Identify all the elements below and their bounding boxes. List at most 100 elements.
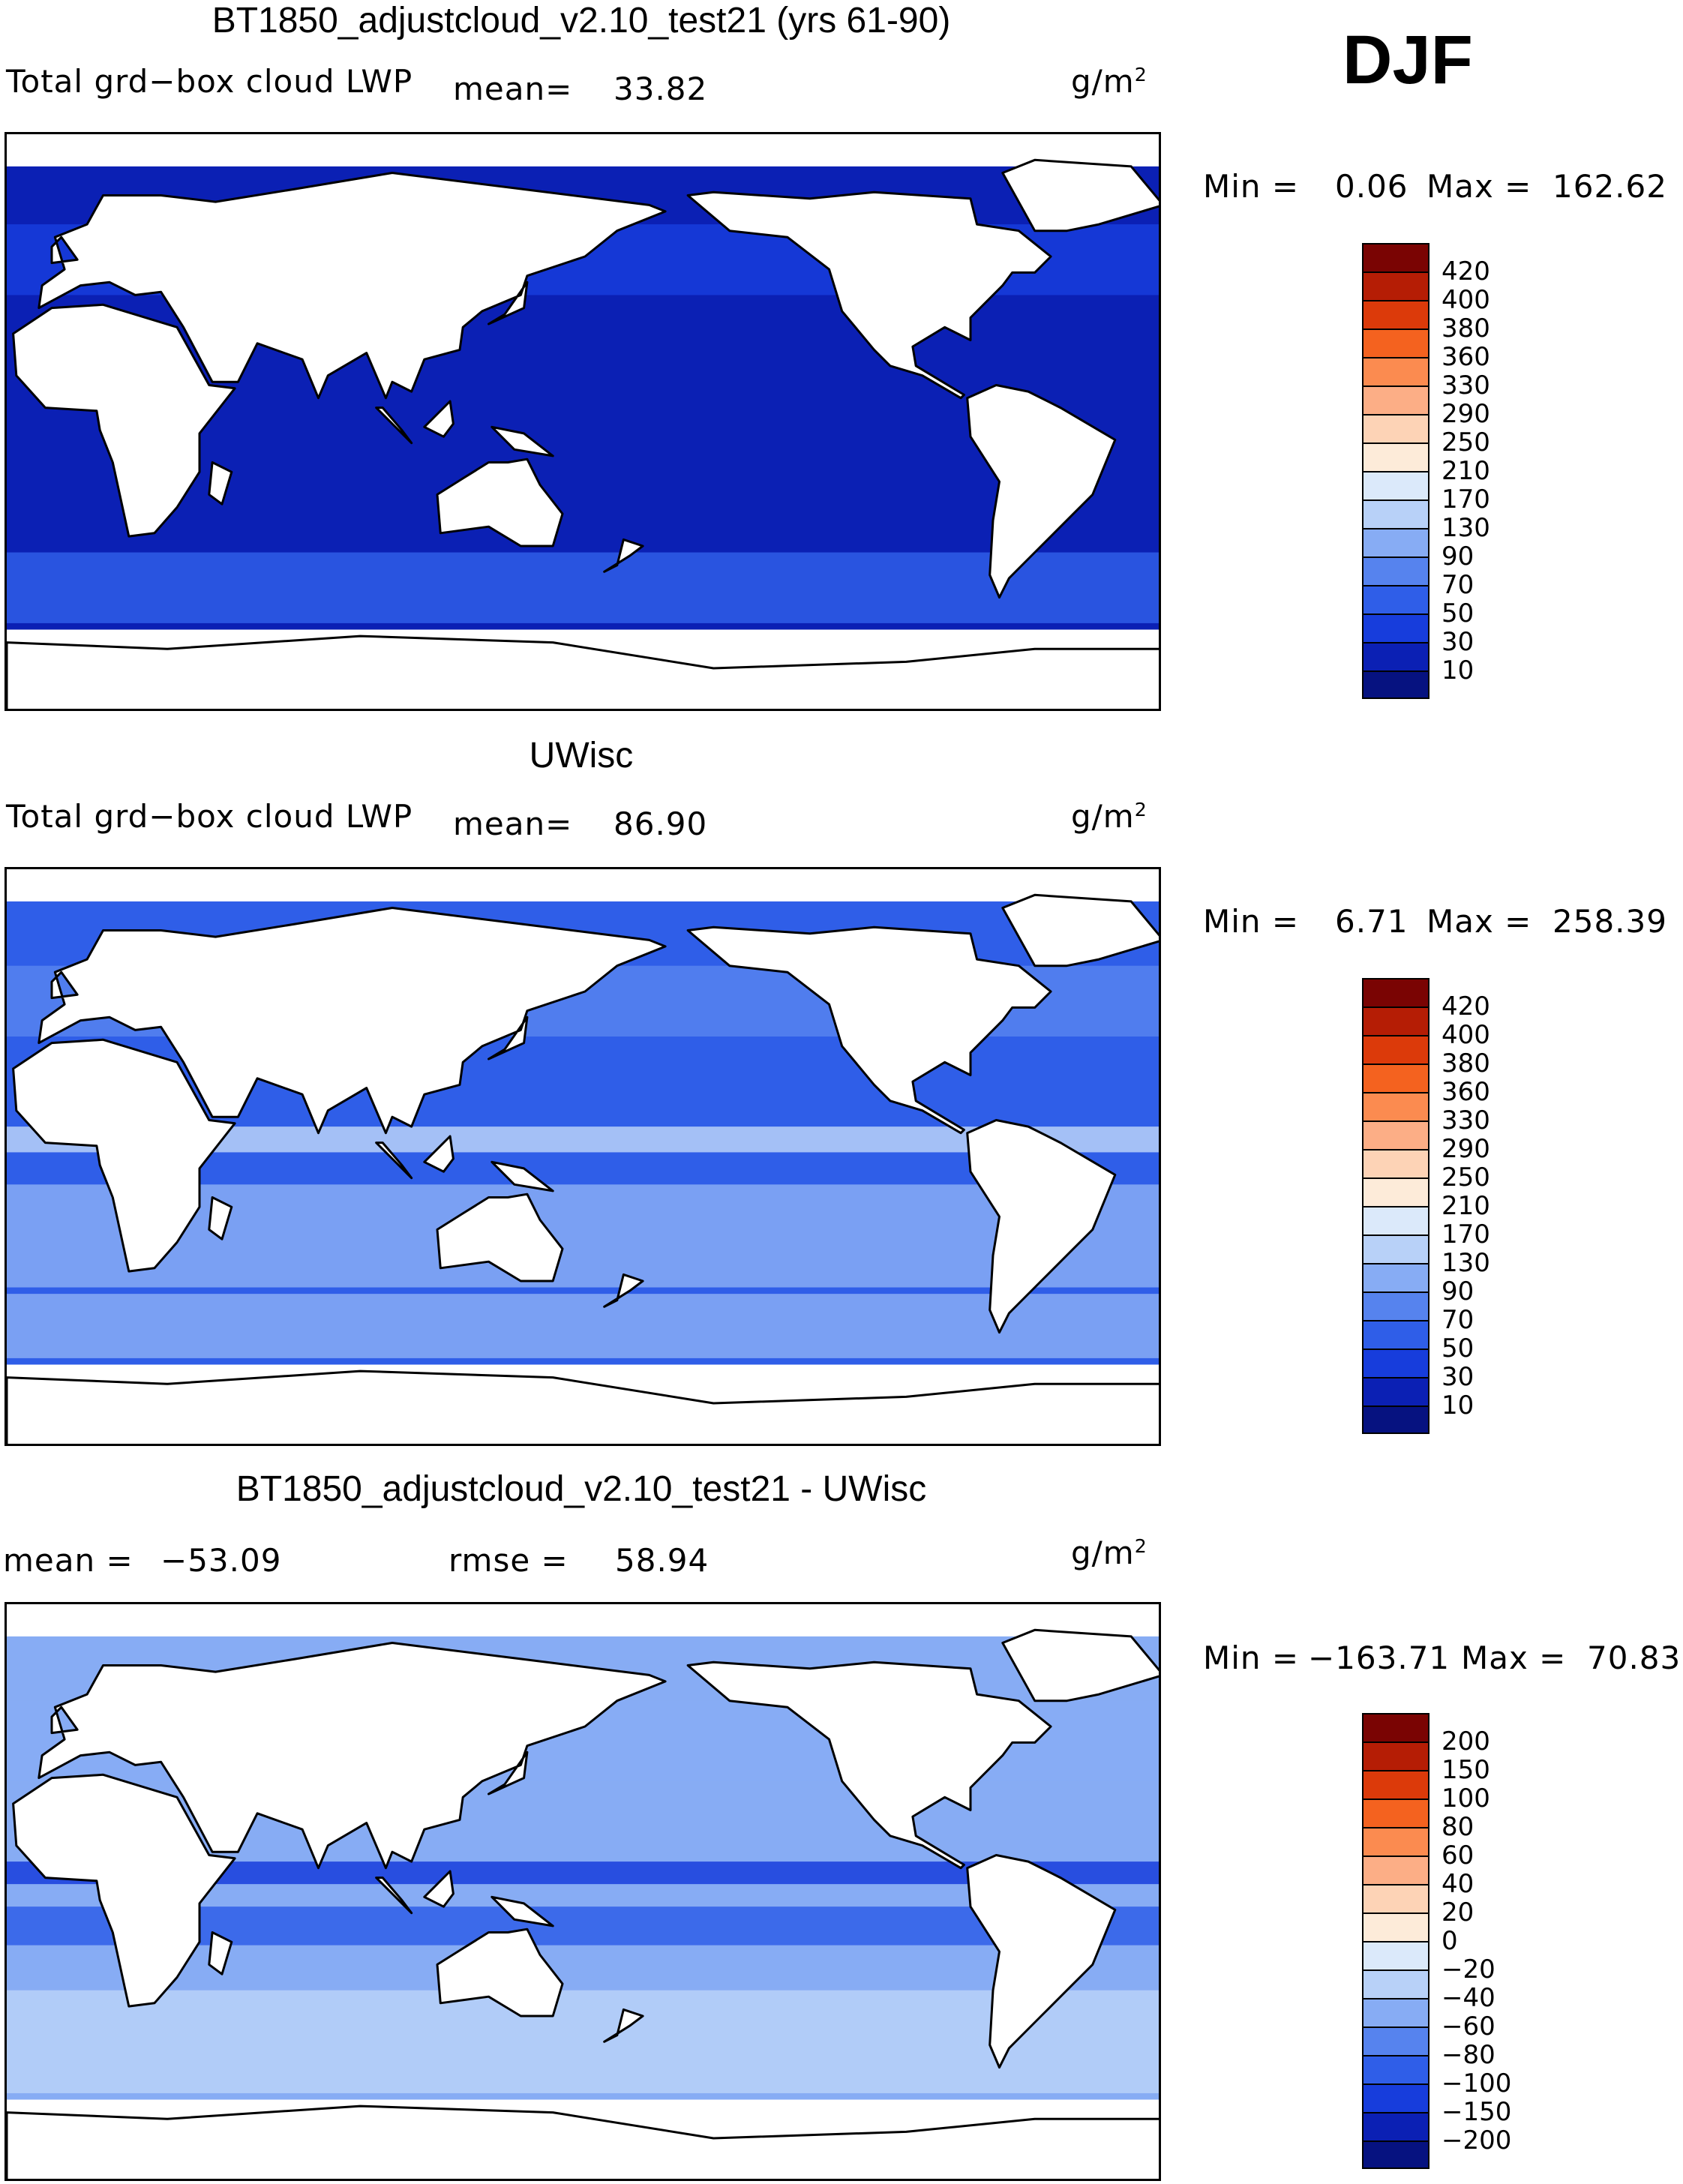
colorbar-swatch [1362,1149,1430,1178]
colorbar-swatch [1362,1092,1430,1120]
colorbar-label: 210 [1442,456,1490,486]
colorbar-label: 330 [1442,370,1490,400]
panel-1-mean-label: mean= [453,70,573,107]
panel-3-min-value: −163.71 [1308,1640,1450,1676]
colorbar-label: −100 [1442,2068,1512,2098]
land-outline [7,893,1159,1444]
colorbar-swatch [1362,1713,1430,1742]
colorbar-label: 30 [1442,1362,1474,1392]
colorbar-label: 0 [1442,1926,1458,1956]
colorbar-label: 100 [1442,1784,1490,1814]
colorbar-label: 90 [1442,542,1474,572]
season-label: DJF [1342,22,1473,98]
colorbar-label: 10 [1442,656,1474,686]
colorbar-swatch [1362,2026,1430,2055]
colorbar-swatch [1362,272,1430,300]
colorbar-label: 200 [1442,1726,1490,1756]
colorbar-swatch [1362,500,1430,528]
colorbar-swatch [1362,1827,1430,1856]
storm-track-band-south [7,1294,1159,1358]
colorbar-label: 70 [1442,1305,1474,1335]
panel-1-mean-value: 33.82 [614,70,708,107]
panel-1-units-base: g/m [1071,63,1135,100]
colorbar-label: 400 [1442,1020,1490,1050]
colorbar-swatch [1362,642,1430,670]
panel-2-variable-label: Total grd−box cloud LWP [6,798,413,835]
colorbar-swatch [1362,1064,1430,1092]
colorbar-label: 30 [1442,627,1474,657]
colorbar-swatch [1362,1998,1430,2026]
panel-1-max-value: 162.62 [1552,168,1667,205]
panel-1-title: BT1850_adjustcloud_v2.10_test21 (yrs 61-… [212,1,951,40]
panel-3-map [4,1602,1161,2181]
colorbar-label: 420 [1442,992,1490,1022]
panel-1-map-field [7,158,1159,709]
colorbar-swatch [1362,614,1430,642]
colorbar-swatch [1362,471,1430,500]
colorbar-swatch [1362,1206,1430,1234]
panel-1-units-exp: 2 [1134,64,1148,86]
colorbar-swatch [1362,1970,1430,1998]
colorbar-label: −80 [1442,2040,1496,2070]
panel-2-max-value: 258.39 [1552,903,1667,940]
midlatitude-band-south [7,1990,1159,2093]
colorbar-label: −60 [1442,2012,1496,2042]
colorbar-swatch [1362,978,1430,1006]
panel-2-map-field [7,893,1159,1444]
colorbar-swatch [1362,1292,1430,1320]
panel-3-max-value: 70.83 [1587,1640,1682,1676]
colorbar-label: 360 [1442,342,1490,372]
colorbar-label: 10 [1442,1390,1474,1420]
colorbar-label: 330 [1442,1106,1490,1136]
colorbar-swatch [1362,1006,1430,1035]
colorbar-label: 400 [1442,285,1490,315]
panel-3-mean-value: −53.09 [160,1542,282,1579]
colorbar-label: 290 [1442,1134,1490,1164]
colorbar-label: 130 [1442,1248,1490,1278]
colorbar-swatch [1362,528,1430,556]
colorbar-label: 50 [1442,598,1474,628]
colorbar-swatch [1362,1856,1430,1884]
colorbar-swatch [1362,1348,1430,1377]
colorbar-label: −20 [1442,1954,1496,1984]
panel-3-units: g/m2 [1071,1534,1148,1571]
panel-3-max-label: Max = [1461,1640,1567,1676]
land-outline [7,158,1159,709]
colorbar-swatch [1362,2055,1430,2084]
panel-1-min-label: Min = [1203,168,1300,205]
colorbar-swatch [1362,1263,1430,1292]
colorbar-label: 20 [1442,1898,1474,1928]
colorbar-swatch [1362,585,1430,614]
colorbar-label: 420 [1442,256,1490,286]
colorbar-swatch [1362,2084,1430,2112]
colorbar-label: 40 [1442,1869,1474,1899]
colorbar-swatch [1362,2140,1430,2169]
colorbar-swatch [1362,1120,1430,1149]
panel-1-map [4,132,1161,711]
colorbar-label: 380 [1442,1048,1490,1078]
colorbar-swatch [1362,1035,1430,1064]
panel-1-max-label: Max = [1426,168,1532,205]
colorbar-swatch [1362,357,1430,386]
colorbar-swatch [1362,1377,1430,1406]
colorbar-label: 50 [1442,1334,1474,1364]
colorbar-label: 130 [1442,513,1490,543]
panel-3-rmse-label: rmse = [448,1542,568,1579]
colorbar-swatch [1362,1770,1430,1798]
colorbar-swatch [1362,1798,1430,1827]
panel-3-units-exp: 2 [1134,1535,1148,1557]
panel-1-variable-label: Total grd−box cloud LWP [6,63,413,100]
colorbar-swatch [1362,300,1430,328]
colorbar-swatch [1362,1941,1430,1970]
colorbar-swatch [1362,1178,1430,1206]
colorbar-swatch [1362,1406,1430,1434]
panel-2-colorbar: 420 400 380 360 330 290 250 210 170 130 90 70 50 30 10 [1362,978,1490,1434]
colorbar-swatch [1362,556,1430,585]
colorbar-swatch [1362,1234,1430,1263]
colorbar-swatch [1362,670,1430,699]
colorbar-label: −40 [1442,1983,1496,2013]
colorbar-label: 150 [1442,1755,1490,1785]
colorbar-label: −150 [1442,2097,1512,2127]
land-outline [7,1628,1159,2179]
panel-2-min-label: Min = [1203,903,1300,940]
